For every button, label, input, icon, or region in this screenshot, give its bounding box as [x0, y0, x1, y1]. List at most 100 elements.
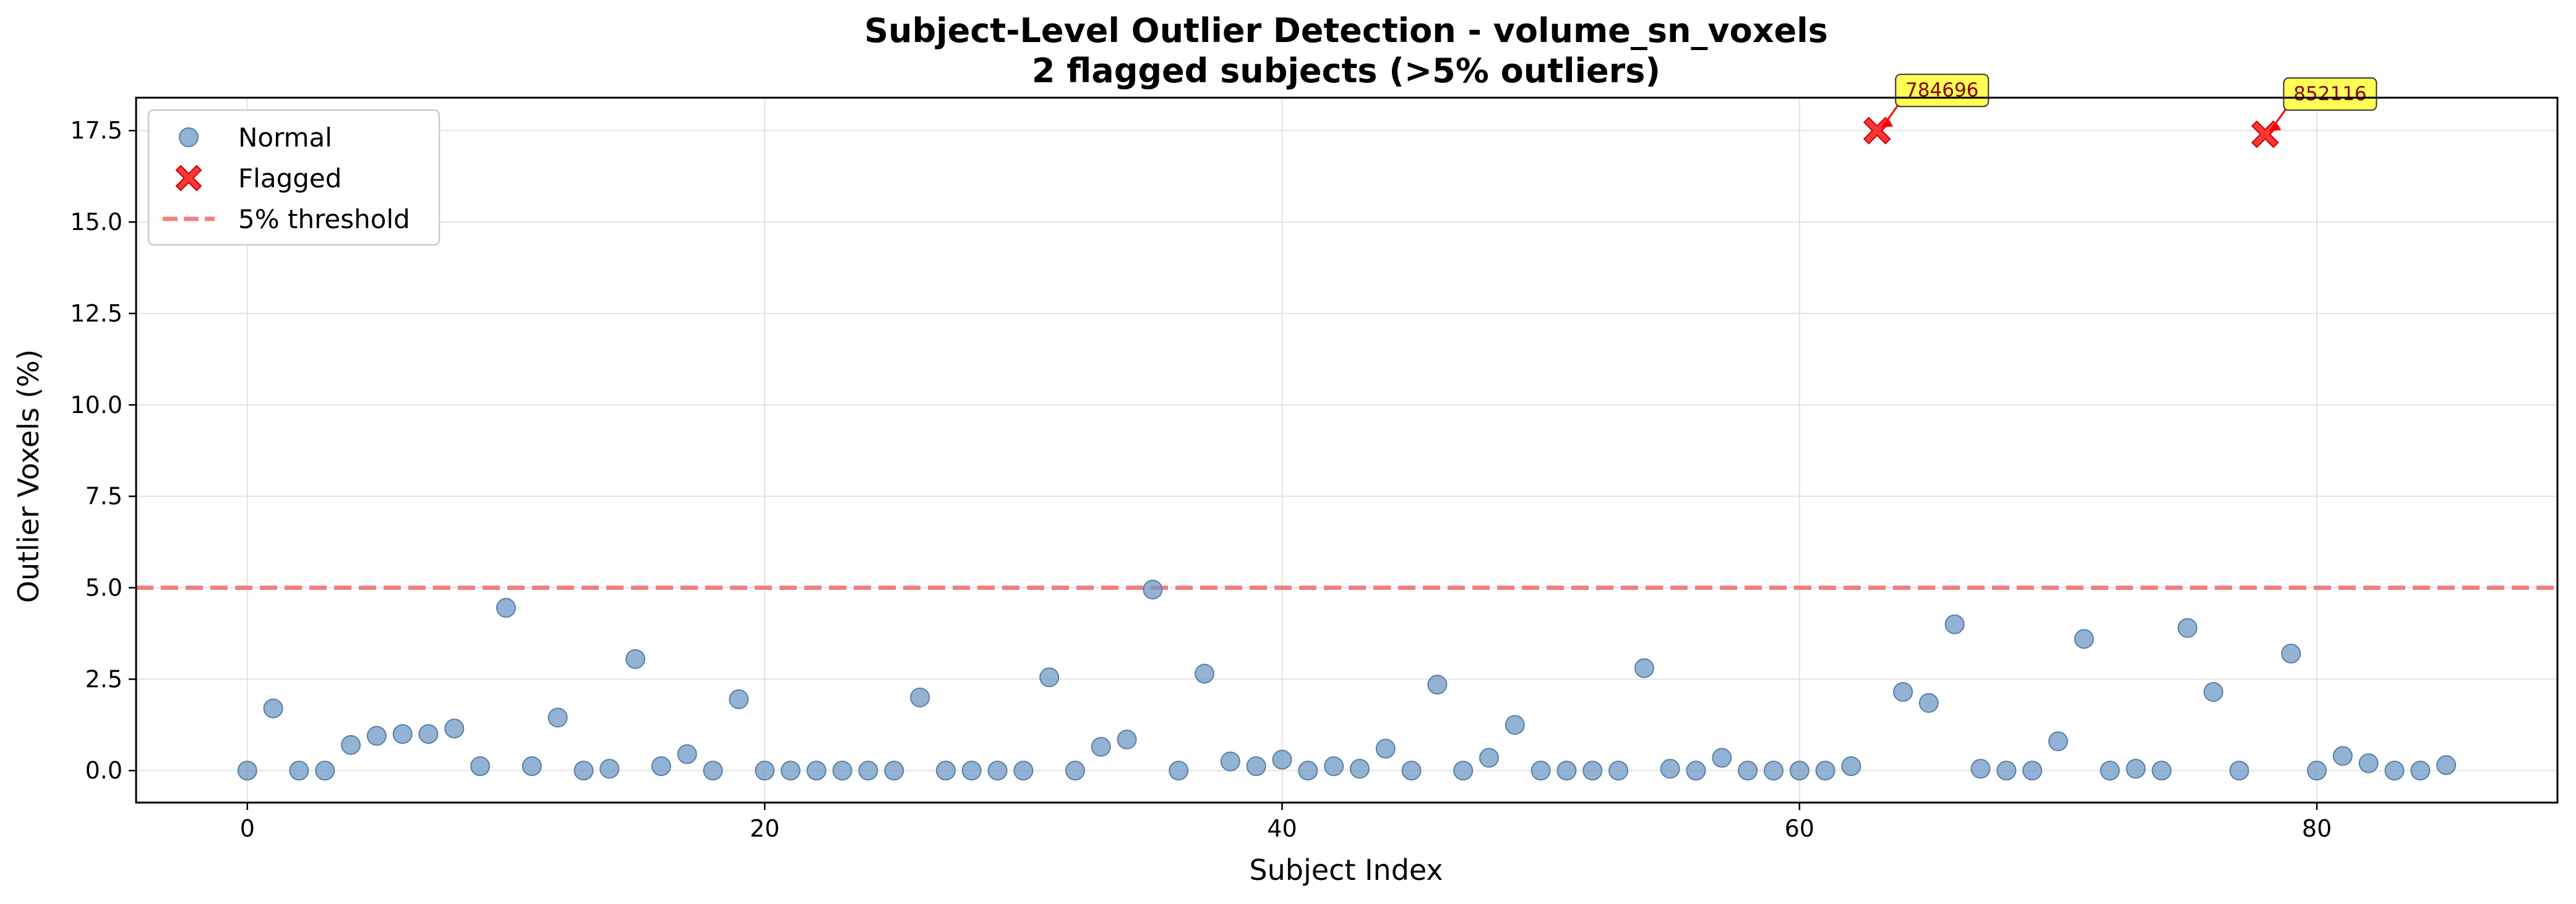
normal-point [858, 761, 878, 781]
normal-point [1298, 761, 1318, 781]
y-tick-label: 5.0 [85, 574, 122, 602]
normal-point [1375, 738, 1396, 759]
x-tick-label: 40 [1267, 815, 1297, 842]
normal-point [1246, 756, 1266, 777]
normal-point [1143, 579, 1163, 600]
normal-point [1531, 761, 1551, 781]
normal-point [599, 759, 620, 779]
normal-point [910, 687, 930, 707]
normal-point [2126, 759, 2146, 779]
normal-point [289, 761, 309, 781]
normal-point [1712, 748, 1732, 768]
normal-point [1039, 667, 1060, 688]
normal-point [1479, 748, 1499, 768]
normal-point [2410, 761, 2431, 781]
normal-point [2332, 746, 2353, 766]
normal-point [1349, 759, 1370, 779]
legend-threshold-label: 5% threshold [238, 204, 410, 234]
data-points [237, 116, 2457, 781]
normal-point [315, 761, 335, 781]
normal-point [1841, 756, 1861, 777]
gridlines [136, 98, 2557, 803]
legend: Normal Flagged 5% threshold [147, 109, 440, 246]
plot-area-frame [135, 96, 2559, 804]
normal-point [263, 698, 283, 719]
normal-point [2358, 753, 2379, 774]
normal-point [392, 724, 413, 744]
normal-point [573, 761, 594, 781]
legend-frame [147, 109, 440, 246]
y-tick-label: 15.0 [70, 208, 122, 236]
normal-point [1634, 658, 1654, 678]
normal-point [703, 761, 723, 781]
normal-point [1763, 761, 1784, 781]
normal-point [935, 761, 956, 781]
normal-point [547, 707, 568, 728]
y-tick-label: 10.0 [70, 391, 122, 419]
normal-point [2152, 761, 2172, 781]
normal-point [1091, 736, 1111, 757]
annotation-label: 852116 [2293, 83, 2366, 105]
normal-point [1453, 761, 1474, 781]
y-tick-label: 2.5 [85, 665, 122, 693]
normal-point [418, 724, 439, 744]
normal-point [1065, 761, 1085, 781]
chart-title: Subject-Level Outlier Detection - volume… [864, 11, 1828, 50]
chart-subtitle: 2 flagged subjects (>5% outliers) [1032, 51, 1660, 90]
normal-point [2178, 618, 2198, 638]
normal-point [237, 761, 257, 781]
normal-point [1686, 761, 1706, 781]
normal-point [1918, 693, 1939, 713]
normal-point [1944, 614, 1965, 634]
normal-point [1815, 761, 1835, 781]
normal-point [522, 756, 542, 777]
legend-normal-marker [179, 127, 199, 147]
normal-point [2203, 682, 2223, 702]
normal-point [1427, 675, 1448, 695]
normal-point [884, 761, 904, 781]
normal-point [2048, 731, 2068, 751]
annotations: 784696 852116 [1881, 74, 2377, 132]
y-tick-label: 0.0 [85, 757, 122, 784]
annotation-box [2283, 77, 2377, 111]
normal-point [677, 744, 697, 764]
x-tick-label: 20 [750, 815, 779, 842]
normal-point [1117, 729, 1137, 749]
normal-point [1789, 761, 1810, 781]
normal-point [2281, 643, 2301, 663]
normal-point [651, 756, 671, 777]
y-axis-label: Outlier Voxels (%) [12, 349, 45, 603]
y-axis-ticks: 0.0 2.5 5.0 7.5 10.0 12.5 15.0 17.5 [70, 117, 136, 784]
legend-flagged-label: Flagged [238, 163, 341, 194]
normal-point [1401, 761, 1422, 781]
normal-point [1556, 761, 1577, 781]
normal-point [444, 719, 465, 739]
normal-point [1195, 663, 1215, 684]
normal-point [2384, 761, 2405, 781]
normal-point [2022, 761, 2043, 781]
normal-point [1660, 759, 1680, 779]
y-tick-label: 7.5 [85, 483, 122, 510]
annotation-arrowhead [2270, 122, 2282, 132]
y-tick-label: 12.5 [70, 300, 122, 327]
normal-point [1013, 761, 1034, 781]
normal-point [806, 761, 826, 781]
normal-point [1738, 761, 1758, 781]
normal-point [987, 761, 1008, 781]
normal-point [2100, 761, 2120, 781]
x-tick-label: 0 [240, 815, 255, 842]
legend-normal-label: Normal [238, 122, 332, 153]
normal-point [1582, 761, 1603, 781]
normal-point [341, 735, 361, 755]
normal-point [1220, 751, 1240, 772]
legend-flagged-marker [175, 164, 202, 192]
normal-point [2074, 629, 2094, 649]
normal-point [1272, 749, 1292, 770]
normal-point [625, 649, 646, 669]
normal-point [1169, 761, 1189, 781]
annotation-arrowhead [1882, 119, 1894, 128]
normal-point [470, 756, 491, 777]
normal-point [2307, 761, 2327, 781]
normal-point [1996, 761, 2017, 781]
